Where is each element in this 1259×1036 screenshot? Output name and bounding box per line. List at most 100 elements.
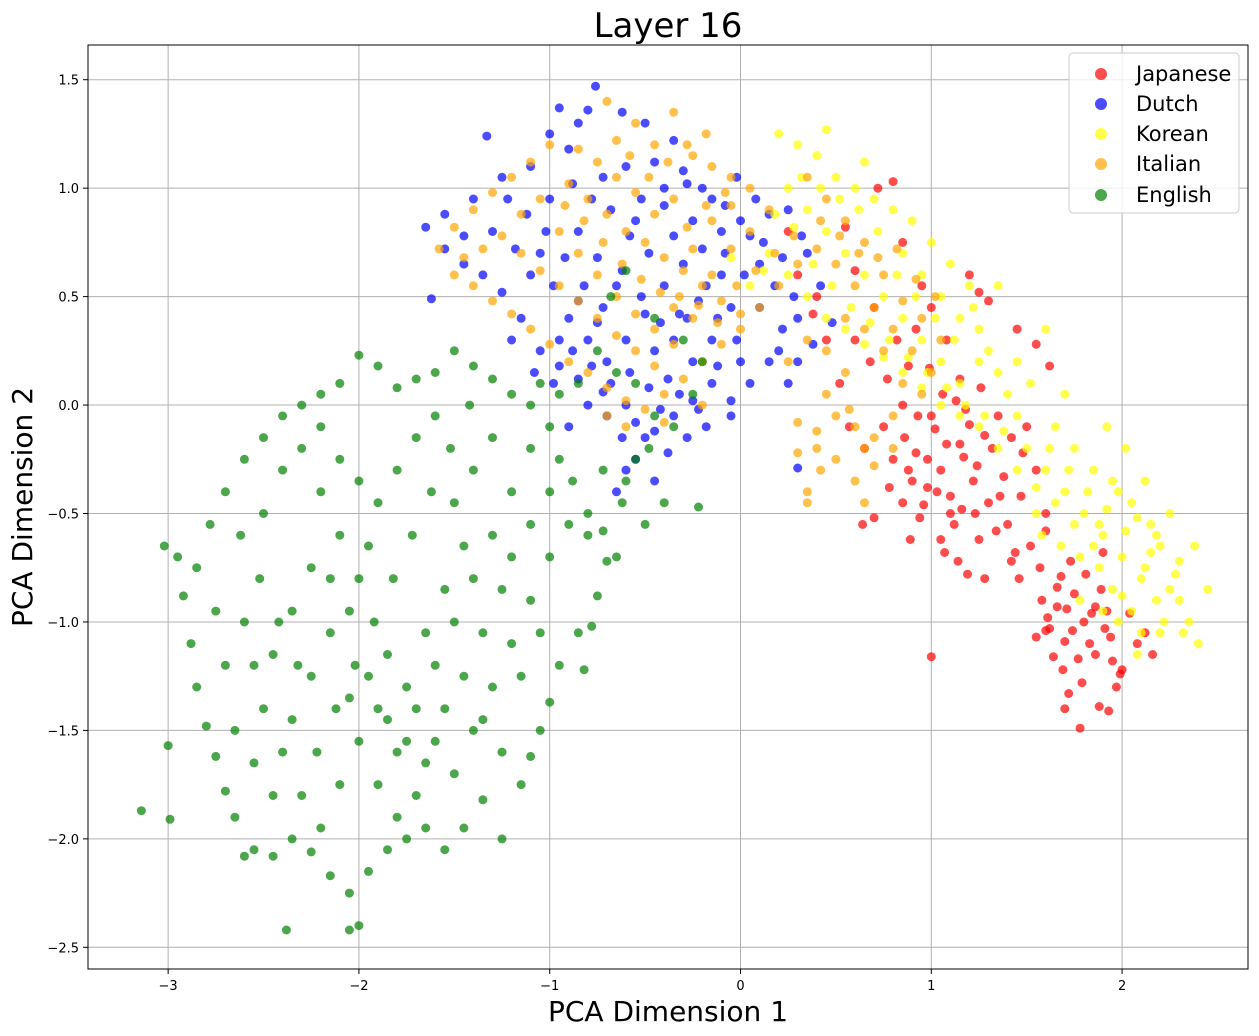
data-point-korean: [1146, 548, 1156, 557]
data-point-italian: [488, 188, 497, 197]
data-point-english: [163, 741, 173, 751]
data-point-dutch: [707, 194, 717, 204]
data-point-korean: [917, 383, 927, 393]
data-point-japanese: [869, 513, 879, 523]
data-point-japanese: [898, 400, 908, 410]
data-point-italian: [751, 266, 761, 276]
data-point-dutch: [778, 324, 787, 334]
data-point-japanese: [793, 270, 803, 280]
data-point-english: [354, 350, 364, 360]
data-point-korean: [789, 222, 799, 232]
data-point-japanese: [898, 237, 908, 247]
data-point-korean: [846, 303, 856, 312]
data-point-dutch: [621, 335, 631, 345]
data-point-korean: [808, 259, 818, 269]
data-point-dutch: [573, 118, 583, 128]
data-point-dutch: [793, 357, 803, 367]
x-tick-label: 2: [1118, 979, 1126, 994]
data-point-italian: [697, 281, 707, 291]
data-point-english: [535, 378, 545, 388]
data-point-japanese: [968, 476, 978, 486]
data-point-japanese: [1075, 723, 1085, 733]
data-point-english: [335, 530, 345, 540]
data-point-korean: [955, 313, 965, 323]
data-point-italian: [631, 188, 641, 197]
data-point-italian: [707, 270, 717, 280]
data-point-english: [335, 378, 345, 388]
data-point-korean: [840, 324, 850, 334]
data-point-korean: [821, 227, 831, 236]
data-point-dutch: [678, 166, 688, 176]
data-point-italian: [554, 227, 564, 236]
data-point-english: [159, 541, 169, 551]
data-point-italian: [707, 162, 717, 171]
data-point-dutch: [554, 103, 564, 113]
data-point-english: [249, 660, 259, 670]
data-point-italian: [844, 404, 854, 414]
data-point-dutch: [797, 231, 807, 241]
data-point-japanese: [923, 454, 932, 464]
data-point-dutch: [625, 368, 635, 377]
data-point-dutch: [669, 135, 679, 145]
data-point-italian: [592, 157, 602, 167]
data-point-dutch: [726, 411, 736, 421]
data-point-english: [598, 465, 608, 475]
data-point-japanese: [974, 287, 984, 297]
data-point-italian: [869, 433, 879, 443]
data-point-italian: [713, 318, 723, 328]
data-point-english: [297, 791, 307, 800]
data-point-english: [293, 660, 303, 670]
data-point-japanese: [980, 574, 990, 584]
y-tick-label: −2.0: [47, 833, 79, 848]
data-point-korean: [1113, 617, 1123, 627]
data-point-korean: [1127, 606, 1137, 616]
data-point-english: [173, 552, 183, 562]
data-point-japanese: [1045, 361, 1055, 371]
data-point-japanese: [840, 222, 850, 232]
data-point-dutch: [674, 389, 684, 399]
data-point-korean: [840, 248, 850, 258]
data-point-dutch: [583, 335, 593, 345]
data-point-japanese: [1035, 563, 1045, 573]
data-point-japanese: [1090, 602, 1100, 612]
data-point-english: [331, 704, 341, 714]
data-point-japanese: [1096, 584, 1106, 594]
data-point-italian: [821, 389, 831, 399]
data-point-korean: [917, 335, 927, 345]
data-point-italian: [745, 183, 755, 193]
data-point-dutch: [507, 335, 517, 345]
data-point-english: [407, 530, 417, 540]
data-point-english: [516, 780, 526, 790]
data-point-english: [421, 628, 431, 638]
data-point-english: [650, 313, 660, 323]
data-point-english: [488, 433, 497, 443]
data-point-korean: [892, 270, 902, 280]
data-point-japanese: [850, 266, 860, 276]
data-point-italian: [573, 248, 583, 258]
y-tick-label: −1.5: [47, 724, 79, 739]
data-point-italian: [726, 172, 736, 182]
data-point-dutch: [583, 400, 593, 410]
data-point-english: [373, 704, 383, 714]
data-point-korean: [936, 400, 946, 410]
data-point-italian: [669, 107, 679, 117]
data-point-korean: [1121, 443, 1131, 453]
data-point-italian: [434, 244, 444, 254]
data-point-dutch: [701, 422, 711, 432]
data-point-italian: [831, 411, 841, 421]
data-point-korean: [898, 313, 908, 323]
data-point-english: [306, 563, 316, 573]
data-point-dutch: [598, 172, 608, 182]
x-tick-label: 1: [927, 979, 935, 994]
data-point-korean: [860, 339, 869, 349]
data-point-english: [430, 411, 440, 421]
data-point-korean: [1037, 530, 1047, 540]
data-point-dutch: [459, 231, 469, 241]
data-point-english: [545, 487, 555, 497]
data-point-italian: [755, 303, 765, 312]
data-point-italian: [917, 313, 927, 323]
data-point-italian: [682, 140, 692, 150]
data-point-korean: [1098, 530, 1108, 540]
data-point-dutch: [644, 248, 654, 258]
data-point-korean: [1083, 487, 1093, 497]
